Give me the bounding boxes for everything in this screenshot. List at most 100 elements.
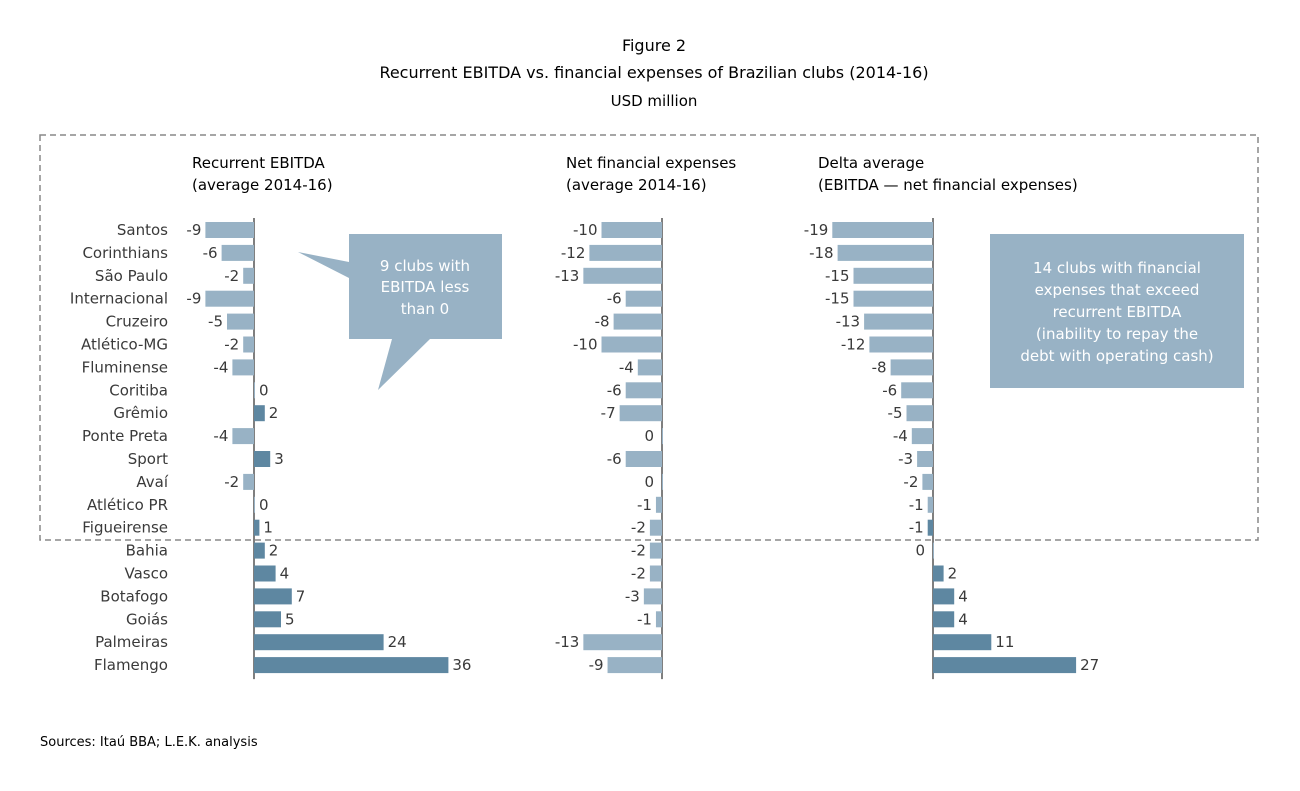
- panel-2-bar: [619, 405, 662, 422]
- panel-3-data-label: -4: [893, 427, 908, 445]
- category-label: Santos: [117, 221, 168, 239]
- panel-1-data-label: 0: [259, 381, 269, 399]
- panel-3-bar: [922, 473, 933, 490]
- panel-2-data-label: -13: [555, 267, 580, 285]
- panel-2-data-label: 0: [644, 473, 654, 491]
- panel-3-bar: [853, 267, 933, 284]
- callout-delta-line1: 14 clubs with financial: [1033, 259, 1201, 277]
- callout-ebitda-line3: than 0: [401, 300, 449, 318]
- category-label: Avaí: [136, 473, 168, 491]
- panel-1-bar: [254, 519, 260, 536]
- panel-3-bar: [933, 542, 934, 559]
- panel-1-data-label: 0: [259, 496, 269, 514]
- category-label: Fluminense: [82, 358, 168, 376]
- callout-delta-line3: recurrent EBITDA: [1053, 303, 1183, 321]
- panel-2-data-label: -12: [561, 244, 586, 262]
- panel-3-bar: [911, 428, 933, 445]
- callout-delta-box: [990, 234, 1244, 388]
- panel-2-bar: [655, 496, 662, 513]
- panel-2-bar: [613, 313, 662, 330]
- panel-1-data-label: -2: [224, 473, 239, 491]
- category-label: Vasco: [124, 565, 168, 583]
- category-label: Palmeiras: [95, 633, 168, 651]
- panel-1-data-label: -9: [186, 221, 201, 239]
- panel-3-data-label: -1: [909, 519, 924, 537]
- panel-1-bar: [232, 359, 254, 376]
- panel-1-data-label: -2: [224, 336, 239, 354]
- callout-ebitda: 9 clubs with EBITDA less than 0: [298, 234, 502, 390]
- panel-2-title-line1: Net financial expenses: [566, 154, 736, 172]
- panel-1-data-label: 7: [296, 587, 306, 605]
- category-label: Atlético PR: [87, 496, 168, 514]
- panel-3-bar: [837, 244, 933, 261]
- source-note: Sources: Itaú BBA; L.E.K. analysis: [40, 735, 258, 750]
- panel-1-bar: [254, 382, 255, 399]
- panel-1-data-label: 2: [269, 404, 279, 422]
- panel-2-data-label: -2: [631, 519, 646, 537]
- panel-2-bar: [625, 382, 662, 399]
- dashed-highlight-box: [39, 134, 1259, 541]
- panel-3-bar: [933, 657, 1077, 674]
- panel-1-data-label: 24: [388, 633, 407, 651]
- callout-delta-line5: debt with operating cash): [1020, 347, 1213, 365]
- panel-3-bar: [864, 313, 933, 330]
- panel-2-data-label: -1: [637, 496, 652, 514]
- category-label: Botafogo: [100, 587, 168, 605]
- panel-2-bar: [583, 267, 662, 284]
- panel-3-data-label: -13: [836, 313, 861, 331]
- panel-2-data-label: -9: [589, 656, 604, 674]
- panel-1-data-label: 36: [452, 656, 471, 674]
- callout-delta-line2: expenses that exceed: [1035, 281, 1200, 299]
- panel-1-bar: [254, 451, 271, 467]
- panel-2-bar: [643, 588, 662, 605]
- category-label: Sport: [128, 450, 168, 468]
- panel-1-bar: [254, 565, 276, 582]
- panel-3-data-label: 0: [915, 542, 925, 560]
- panel-1-title-line2: (average 2014-16): [192, 176, 333, 194]
- callout-delta: 14 clubs with financial expenses that ex…: [990, 234, 1244, 388]
- panel-2-bar: [649, 519, 662, 536]
- panel-3-data-label: 2: [948, 565, 958, 583]
- panel-1-data-label: 5: [285, 610, 295, 628]
- panel-2-data-label: -6: [607, 450, 622, 468]
- panel-2-bar: [662, 473, 663, 490]
- panel-3-title-line1: Delta average: [818, 154, 924, 172]
- category-label: Grêmio: [113, 404, 168, 422]
- panel-1-data-label: -5: [208, 313, 223, 331]
- panel-2-bar: [625, 290, 662, 307]
- panel-2-data-label: -2: [631, 565, 646, 583]
- panel-2-data-label: -2: [631, 542, 646, 560]
- panel-1-data-label: 3: [274, 450, 284, 468]
- panel-3-data-label: -5: [888, 404, 903, 422]
- panel-3-data-label: -8: [872, 358, 887, 376]
- panel-2-data-label: -7: [601, 404, 616, 422]
- panel-2-data-label: -10: [573, 221, 598, 239]
- category-label: Goiás: [126, 610, 168, 628]
- panel-2-bar: [649, 565, 662, 582]
- panel-1-bar: [205, 290, 254, 307]
- panel-1-bar: [243, 336, 254, 353]
- category-label: São Paulo: [95, 267, 168, 285]
- category-label: Figueirense: [82, 519, 168, 537]
- panel-2-bar: [649, 542, 662, 559]
- category-label: Ponte Preta: [82, 427, 168, 445]
- panel-2-bar: [637, 359, 662, 376]
- panel-1-bar: [205, 222, 254, 238]
- panel-3-data-label: -3: [898, 450, 913, 468]
- callout-ebitda-line1: 9 clubs with: [380, 257, 470, 275]
- panel-3-data-label: 11: [995, 633, 1014, 651]
- panel-3-bar: [933, 611, 955, 628]
- chart-subtitle: USD million: [611, 92, 698, 110]
- panel-1-data-label: 2: [269, 542, 279, 560]
- panel-3-bar: [917, 451, 933, 467]
- panel-1-bar: [232, 428, 254, 445]
- panel-2-bar: [589, 244, 662, 261]
- panel-2-data-label: -6: [607, 381, 622, 399]
- panel-2-bar: [601, 336, 662, 353]
- panel-2-bar: [583, 634, 662, 651]
- panel-1-data-label: -6: [203, 244, 218, 262]
- panel-2-data-label: -10: [573, 336, 598, 354]
- callout-ebitda-bubble: [298, 234, 502, 390]
- panel-2-data-label: -4: [619, 358, 634, 376]
